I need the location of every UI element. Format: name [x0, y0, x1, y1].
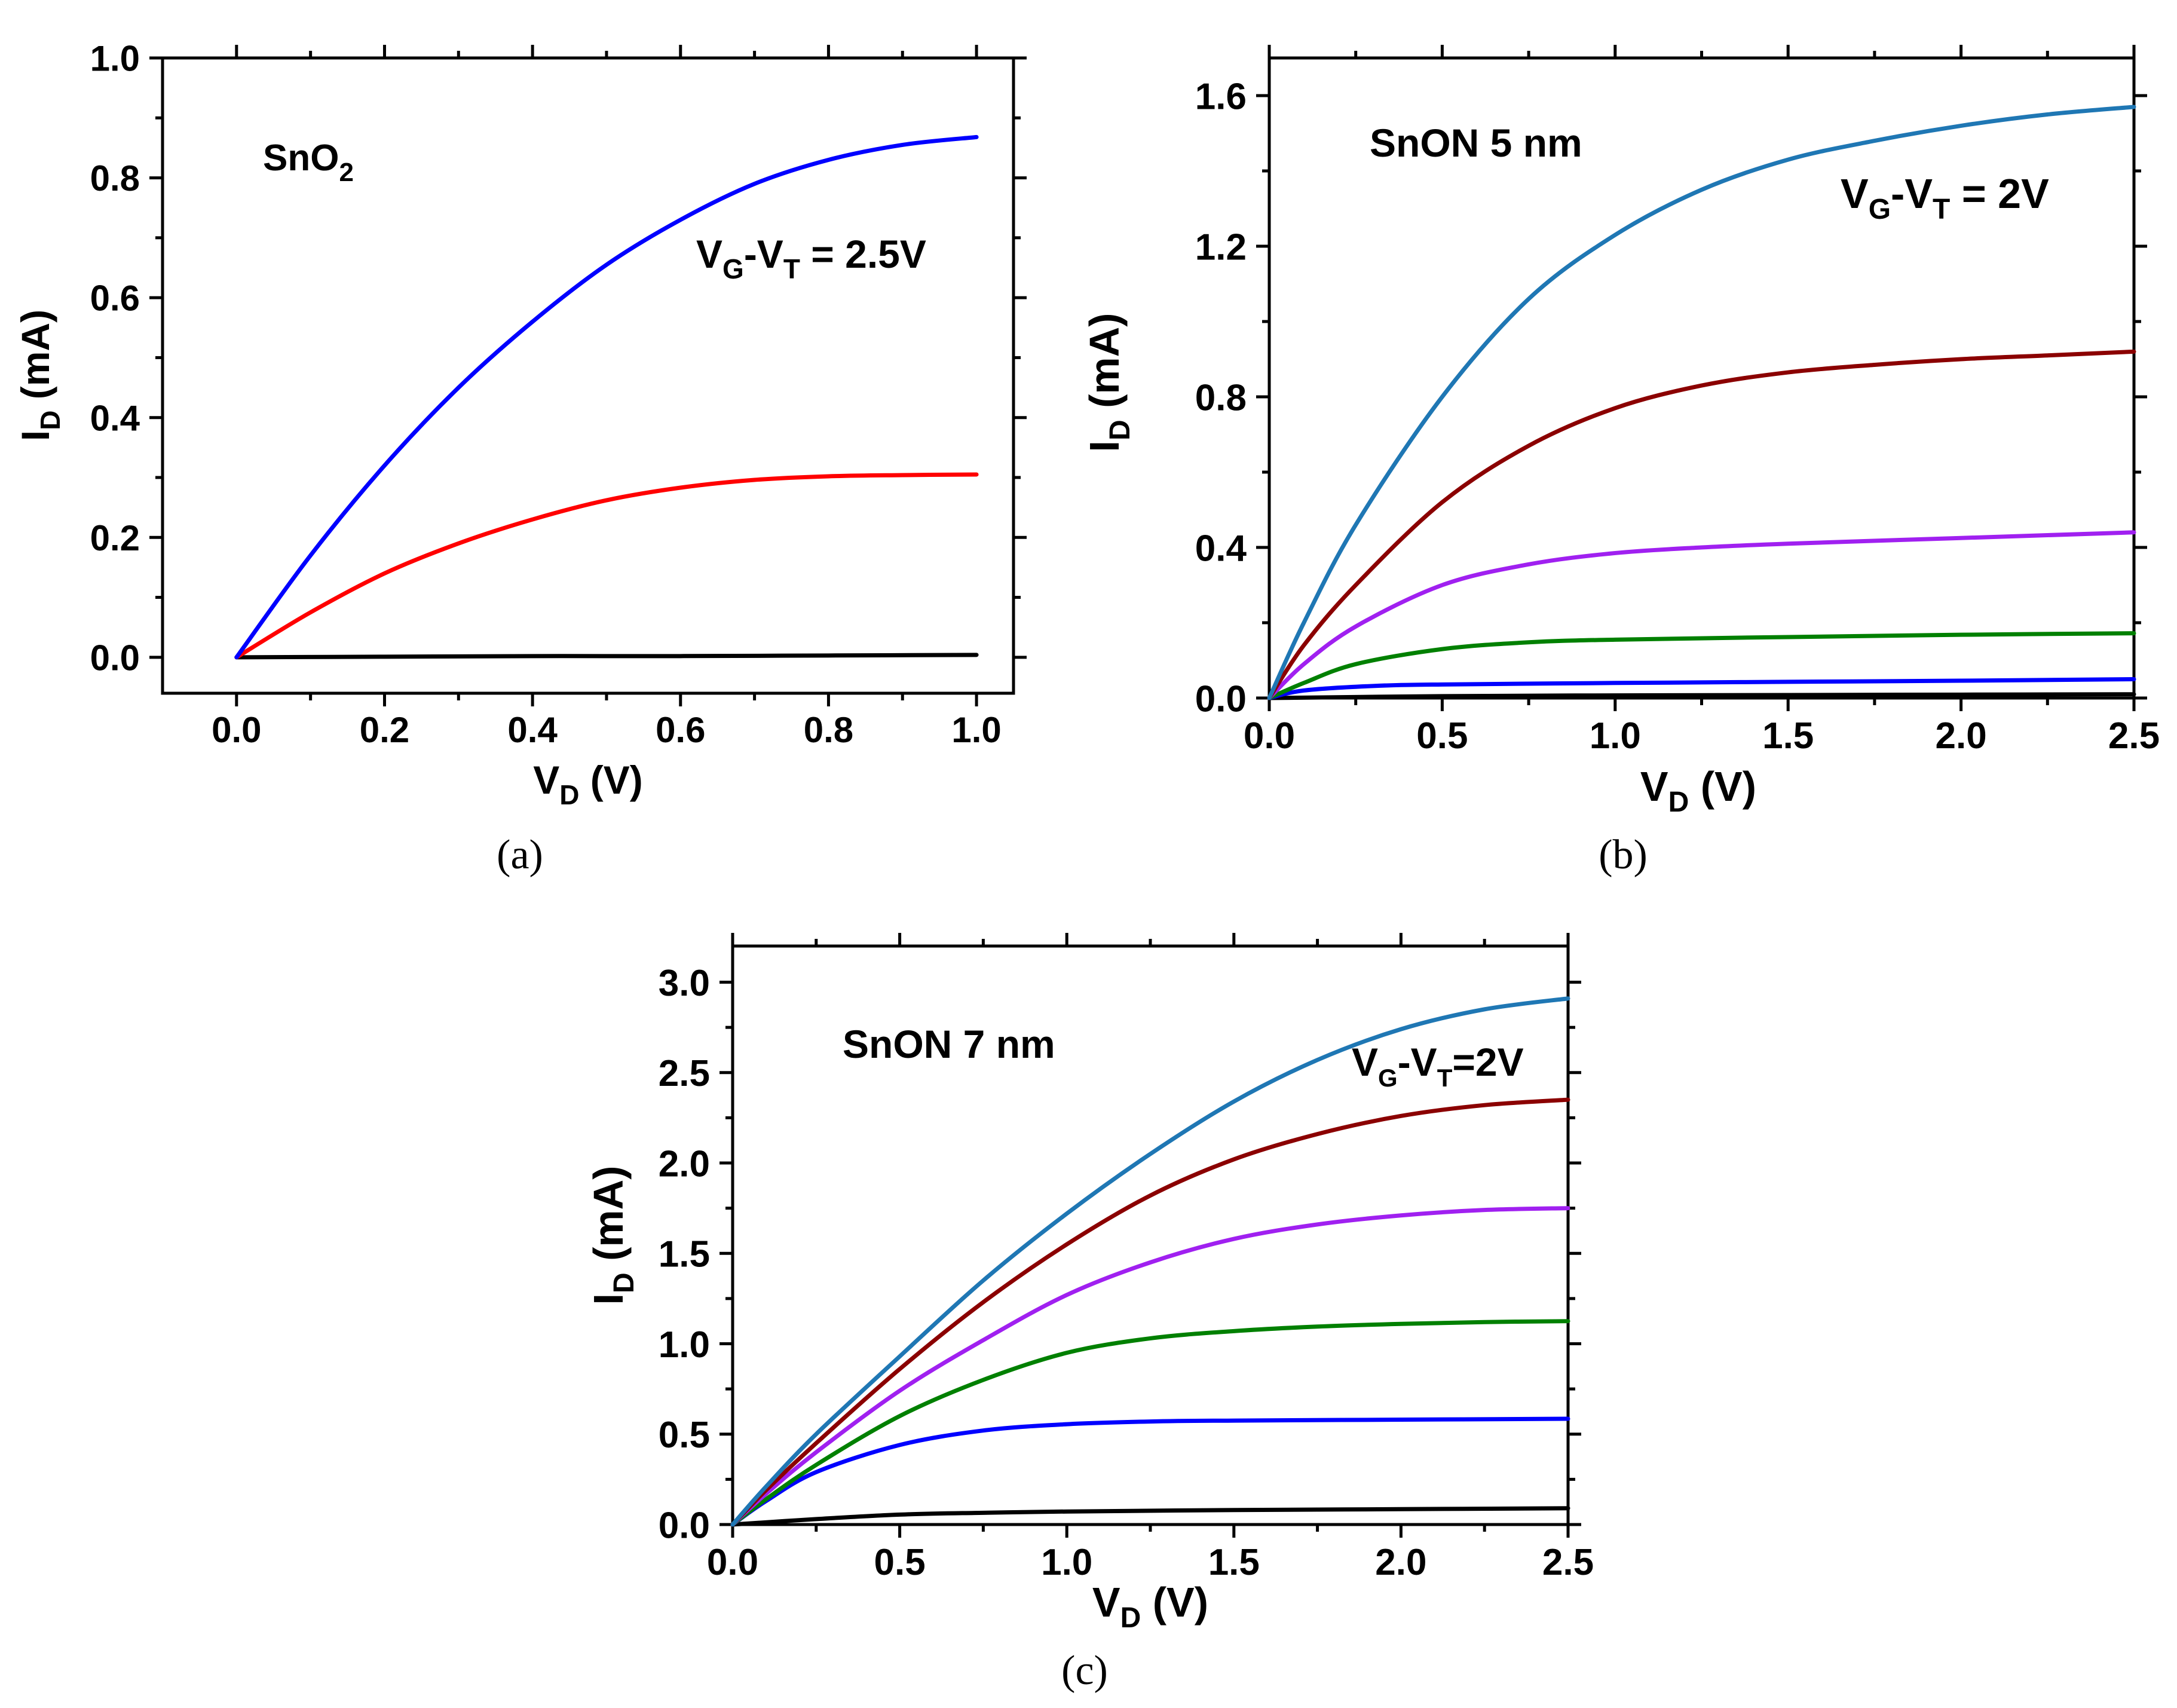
series-line-red	[234, 472, 979, 660]
x-tick-label: 1.0	[1590, 715, 1641, 757]
x-axis-label: VD (V)	[1092, 1579, 1208, 1634]
chart-panel-b: 0.0 0.5 1.0 1.5 2.0 2.5 0.0 0.4 0.8 1.2 1.6 SnON 5…	[1081, 45, 2160, 878]
sample-annotation: SnON 7 nm	[843, 1022, 1055, 1066]
series-line-green	[730, 1319, 1570, 1527]
x-tick-label: 2.5	[2108, 715, 2160, 757]
sample-annotation: SnO2	[263, 137, 354, 187]
y-tick-label: 1.0	[90, 39, 140, 79]
y-tick-label: 0.0	[659, 1505, 710, 1546]
tick-group	[149, 45, 1027, 706]
series-line-black	[1267, 692, 2136, 700]
y-tick-label: 0.8	[1195, 377, 1247, 418]
series-layer	[1267, 105, 2136, 700]
series-line-purple	[730, 1206, 1570, 1527]
series-line-blue	[1267, 677, 2136, 700]
x-tick-label: 0.0	[707, 1542, 758, 1583]
chart-panel-a: 0.0 0.2 0.4 0.6 0.8 1.0 0.0 0.2 0.4 0.6 0.8 1.0 SnO…	[13, 39, 1027, 878]
y-axis-label: ID (mA)	[1081, 313, 1136, 452]
x-tick-label: 2.5	[1542, 1542, 1594, 1583]
series-line-blue	[730, 1416, 1570, 1527]
series-line-darkred	[730, 1097, 1570, 1527]
x-tick-label: 0.0	[1244, 715, 1295, 757]
y-axis-label: ID (mA)	[585, 1166, 640, 1305]
panel-caption: (b)	[1599, 832, 1648, 878]
y-tick-label: 0.2	[90, 518, 140, 558]
y-tick-label: 1.5	[659, 1234, 710, 1275]
panel-caption: (c)	[1061, 1648, 1108, 1694]
series-line-steelblue	[1267, 105, 2136, 700]
y-tick-label: 1.2	[1195, 226, 1247, 268]
x-tick-label: 1.5	[1208, 1542, 1260, 1583]
x-tick-label: 0.0	[212, 710, 261, 750]
tick-label-group: 0.0 0.5 1.0 1.5 2.0 2.5 0.0 0.5 1.0 1.5 2.0 2.5 3.0	[659, 963, 1594, 1583]
x-tick-label: 0.4	[507, 710, 558, 750]
y-tick-label: 0.5	[659, 1415, 710, 1456]
y-tick-label: 0.4	[1195, 528, 1247, 569]
y-tick-label: 0.0	[1195, 678, 1247, 720]
x-tick-label: 0.5	[874, 1542, 925, 1583]
tick-group	[1256, 45, 2147, 711]
gate-voltage-annotation: VG-VT = 2V	[1841, 170, 2049, 225]
y-tick-label: 0.6	[90, 278, 140, 319]
series-layer	[730, 996, 1570, 1527]
y-tick-label: 3.0	[659, 963, 710, 1004]
x-axis-label: VD (V)	[1640, 763, 1756, 818]
x-tick-label: 1.5	[1762, 715, 1814, 757]
y-tick-label: 0.0	[90, 638, 140, 678]
x-axis-label: VD (V)	[533, 758, 643, 810]
chart-panel-c: 0.0 0.5 1.0 1.5 2.0 2.50.00.51.01.52.02.53.0 …	[585, 933, 1594, 1694]
y-tick-label: 0.8	[90, 158, 140, 198]
x-tick-label: 2.0	[1375, 1542, 1426, 1583]
series-layer	[234, 134, 979, 660]
plot-frame	[161, 56, 1015, 695]
series-line-black	[234, 653, 979, 660]
tick-label-group: 0.0 0.2 0.4 0.6 0.8 1.0 0.0 0.2 0.4 0.6 0.8 1.0	[90, 39, 1002, 750]
y-tick-label: 2.5	[659, 1053, 710, 1094]
panel-caption: (a)	[497, 832, 543, 878]
x-tick-label: 0.8	[804, 710, 853, 750]
x-tick-label: 0.6	[656, 710, 705, 750]
gate-voltage-annotation: VG-VT=2V	[1352, 1040, 1524, 1092]
y-tick-label: 1.6	[1195, 76, 1247, 117]
series-line-darkred	[1267, 349, 2136, 700]
x-tick-label: 1.0	[951, 710, 1001, 750]
sample-annotation: SnON 5 nm	[1370, 121, 1582, 165]
series-line-black	[730, 1506, 1570, 1527]
series-line-steelblue	[730, 996, 1570, 1527]
x-tick-label: 0.2	[360, 710, 409, 750]
y-tick-label: 0.4	[90, 398, 140, 438]
x-tick-label: 2.0	[1935, 715, 1986, 757]
y-axis-label: ID (mA)	[13, 310, 66, 441]
tick-label-group: 0.0 0.5 1.0 1.5 2.0 2.5 0.0 0.4 0.8 1.2 1.6	[1195, 76, 2160, 757]
series-line-purple	[1267, 530, 2136, 700]
y-tick-label: 1.0	[659, 1324, 710, 1366]
tick-group	[719, 933, 1581, 1538]
gate-voltage-annotation: VG-VT = 2.5V	[696, 232, 926, 284]
series-line-green	[1267, 631, 2136, 700]
y-tick-label: 2.0	[659, 1143, 710, 1184]
x-tick-label: 0.5	[1416, 715, 1468, 757]
series-line-blue	[234, 134, 979, 660]
x-tick-label: 1.0	[1041, 1542, 1092, 1583]
